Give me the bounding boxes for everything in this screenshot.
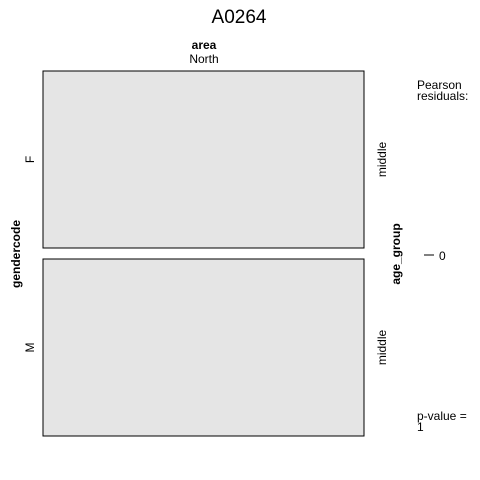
pvalue-label: p-value = bbox=[417, 409, 467, 423]
mosaic-tile-m bbox=[42, 258, 365, 437]
right-variable-label: age_group bbox=[389, 223, 403, 284]
right-level-label-m: middle bbox=[375, 330, 389, 366]
legend-title-line2: residuals: bbox=[417, 89, 468, 103]
legend-tick-label: 0 bbox=[439, 249, 446, 263]
row-level-label-m: M bbox=[23, 343, 37, 353]
column-level-label: North bbox=[189, 52, 218, 66]
row-level-label-f: F bbox=[23, 156, 37, 163]
chart-title: A0264 bbox=[212, 7, 267, 28]
column-variable-label: area bbox=[192, 38, 217, 52]
pvalue-value: 1 bbox=[417, 420, 424, 434]
legend-title-line1: Pearson bbox=[417, 78, 462, 92]
row-variable-label: gendercode bbox=[9, 220, 23, 288]
right-level-label-f: middle bbox=[375, 142, 389, 178]
mosaic-tile-f bbox=[42, 70, 365, 249]
